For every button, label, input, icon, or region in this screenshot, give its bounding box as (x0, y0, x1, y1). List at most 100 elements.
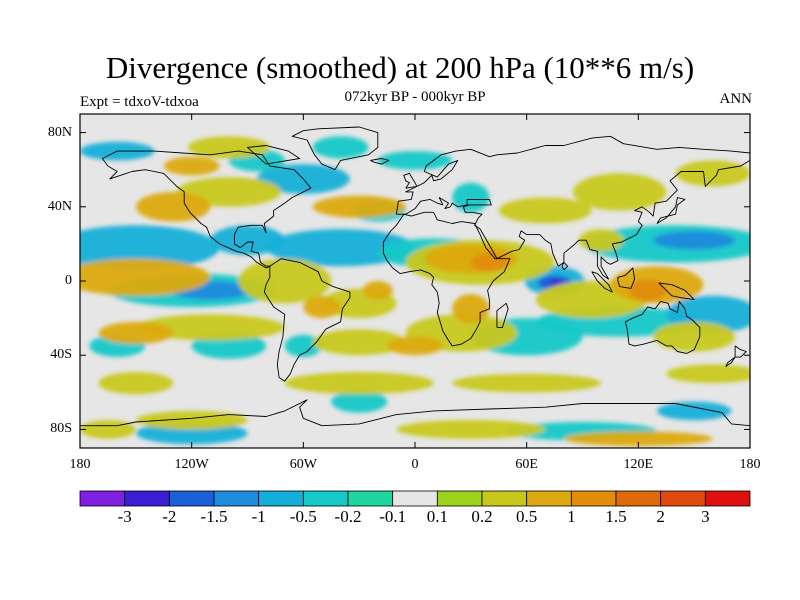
colorbar-box (258, 490, 304, 507)
lat-label: 80S (50, 421, 72, 437)
coastline-borneo (617, 267, 636, 289)
colorbar-label: -3 (117, 507, 132, 526)
anomaly-region (362, 281, 393, 300)
lon-label: 60E (515, 457, 538, 472)
colorbar-box (168, 490, 215, 507)
lat-label: 0 (65, 273, 72, 288)
anomaly-region (312, 195, 406, 218)
lon-label: 120E (623, 457, 654, 472)
coastline-baffin (247, 145, 301, 165)
colorbar (79, 490, 751, 507)
colorbar-label: 1 (567, 507, 576, 526)
plot-title: Divergence (smoothed) at 200 hPa (10**6 … (105, 50, 695, 85)
axis-ticks (79, 114, 751, 448)
colorbar-box (79, 490, 126, 507)
anomaly-region (498, 197, 592, 224)
colorbar-box (302, 490, 349, 507)
anomaly-region (80, 420, 136, 439)
anomaly-region (80, 225, 220, 270)
anomaly-region (98, 372, 173, 395)
colorbar-label: -2 (162, 507, 177, 526)
anomaly-region (666, 364, 750, 384)
anomaly-region (573, 173, 667, 211)
colorbar-box (392, 490, 438, 507)
anomaly-region (377, 151, 453, 170)
anomaly-region (135, 410, 248, 430)
coastline-new-guinea (658, 282, 695, 301)
colorbar-box (124, 490, 170, 507)
lon-label: 180 (69, 457, 91, 472)
colorbar-label: 0.2 (471, 507, 493, 526)
coastline-sri-lanka (561, 261, 569, 271)
colorbar-label: -1.5 (200, 507, 228, 526)
colorbar-label: -0.2 (334, 507, 362, 526)
coastline-eurasia (395, 135, 750, 280)
lat-label: 40N (47, 198, 72, 214)
anomaly-region (452, 182, 490, 213)
colorbar-box (481, 490, 528, 507)
anomaly-region (284, 334, 322, 357)
anomaly-region (653, 230, 736, 250)
colorbar-box (436, 490, 483, 507)
anomaly-region (563, 431, 713, 447)
experiment-label: Expt = tdxoV-tdxoa (80, 94, 199, 110)
lon-label: 0 (411, 457, 419, 472)
anomaly-region (331, 390, 388, 413)
anomaly-region (135, 314, 285, 341)
colorbar-label: 3 (701, 507, 710, 526)
coastline-greenland (291, 126, 379, 171)
coastline-south-america (263, 258, 351, 382)
anomaly-region (188, 136, 270, 159)
period-label: 072kyr BP - 000kyr BP (344, 89, 486, 105)
coastline-uk (403, 172, 418, 189)
season-label: ANN (719, 91, 753, 107)
colorbar-box (213, 490, 260, 507)
colorbar-label: 0.1 (426, 507, 448, 526)
anomaly-region (135, 192, 211, 222)
lat-label: 40S (50, 347, 72, 363)
coastline-sumatra (591, 271, 613, 293)
anomaly-region (98, 321, 173, 345)
coastline-iceland (370, 158, 390, 165)
colorbar-label: -0.1 (379, 507, 407, 526)
anomaly-region (452, 294, 490, 324)
coastline-africa (382, 211, 511, 347)
anomaly-region (284, 372, 434, 395)
anomaly-region (387, 336, 443, 356)
colorbar-label: 0.5 (516, 507, 538, 526)
coastline-japan (656, 197, 686, 224)
anomaly-region (452, 373, 602, 393)
colorbar-box (347, 490, 394, 507)
anomaly-region (312, 136, 369, 159)
anomaly-region (629, 279, 667, 302)
coastline-new-zealand (725, 345, 747, 367)
lon-label: 120W (174, 457, 209, 472)
anomaly-field (80, 136, 750, 447)
coastline-australia (624, 300, 701, 354)
colorbar-box (570, 490, 617, 507)
anomaly-region (675, 160, 750, 187)
colorbar-label: -0.5 (289, 507, 317, 526)
coastlines (80, 126, 750, 427)
coastline-madagascar (496, 302, 509, 328)
anomaly-region (653, 321, 736, 352)
colorbar-label: 1.5 (605, 507, 627, 526)
anomaly-region (312, 329, 406, 356)
anomaly-region (238, 258, 332, 304)
lon-label: 60W (289, 457, 317, 472)
anomaly-region (396, 420, 546, 439)
colorbar-box (704, 490, 751, 507)
colorbar-box (660, 490, 706, 507)
lat-label: 80N (47, 124, 72, 140)
anomaly-region (657, 401, 732, 421)
coastline-north-america (101, 150, 312, 269)
anomaly-region (578, 229, 624, 252)
coastline-antarctica-west (80, 399, 750, 427)
lon-label: 180 (739, 457, 761, 472)
anomaly-region (266, 229, 415, 267)
anomaly-region (163, 156, 220, 176)
colorbar-box (615, 490, 662, 507)
anomaly-region (303, 295, 341, 319)
colorbar-label: -1 (251, 507, 266, 526)
